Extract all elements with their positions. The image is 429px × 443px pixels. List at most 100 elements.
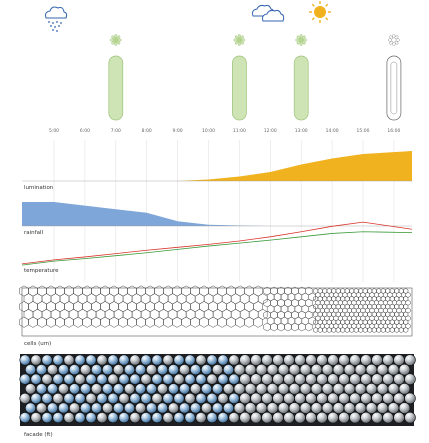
facade-sphere	[184, 354, 196, 366]
facade-sphere	[173, 412, 185, 424]
facade-sphere	[85, 392, 97, 404]
hex-cell	[305, 322, 313, 332]
facade-sphere	[404, 392, 416, 405]
facade-sphere	[206, 392, 218, 404]
facade-sphere	[272, 392, 284, 405]
pods-row	[108, 34, 402, 121]
facade-sphere	[305, 411, 317, 424]
facade-sphere	[299, 383, 312, 395]
facade-sphere	[228, 412, 240, 424]
facade-sphere	[30, 354, 42, 366]
facade-sphere	[52, 354, 64, 366]
facade-sphere	[162, 412, 174, 424]
facade-sphere	[24, 364, 36, 376]
facade-sphere	[124, 402, 136, 414]
facade-sphere	[201, 402, 213, 414]
facade-sphere	[157, 364, 169, 376]
facade-sphere	[80, 364, 92, 376]
facade-sphere	[190, 402, 202, 414]
pod-capsule	[108, 55, 124, 121]
temperature-line-red	[21, 221, 413, 265]
facade-sphere	[393, 354, 405, 366]
facade-sphere	[250, 373, 262, 385]
hex-cell	[403, 327, 409, 333]
pod-capsule	[293, 55, 309, 121]
facade-sphere	[19, 392, 31, 404]
facade-sphere	[201, 364, 213, 376]
facade-sphere	[135, 402, 147, 414]
facade-sphere	[124, 364, 136, 376]
facade-sphere	[277, 383, 290, 395]
facade-sphere	[30, 373, 42, 385]
facade-sphere	[19, 412, 31, 424]
facade-sphere	[57, 383, 69, 395]
facade-sphere	[46, 402, 58, 414]
pod	[232, 34, 247, 121]
facade-sphere	[102, 383, 114, 395]
facade-sphere	[195, 373, 207, 385]
facade-sphere	[74, 392, 86, 404]
facade-sphere	[283, 373, 295, 385]
facade-sphere	[316, 373, 328, 385]
facade-sphere	[294, 354, 306, 366]
facade-sphere	[305, 392, 317, 405]
cells-hex-band	[19, 285, 413, 337]
temperature-label: temperature	[24, 268, 59, 274]
rain-cloud-icon	[45, 6, 68, 32]
flower-icon	[233, 34, 246, 46]
facade-sphere	[135, 383, 147, 395]
facade-sphere	[52, 373, 64, 385]
facade-sphere	[162, 373, 174, 385]
facade-sphere	[228, 373, 240, 385]
facade-sphere	[371, 411, 383, 424]
facade-sphere	[316, 392, 328, 405]
facade-sphere	[255, 383, 268, 395]
facade-sphere	[332, 383, 345, 395]
facade-sphere	[404, 411, 416, 424]
facade-sphere	[102, 364, 114, 376]
facade-sphere	[212, 383, 224, 395]
facade-sphere	[376, 383, 389, 395]
facade-sphere	[118, 412, 130, 424]
time-tick-label: 8:00	[142, 128, 152, 134]
facade-sphere	[41, 354, 53, 366]
facade-sphere	[52, 412, 64, 424]
cells-label: cells (um)	[24, 341, 51, 347]
facade-sphere	[387, 402, 400, 414]
facade-sphere	[41, 373, 53, 385]
facade-sphere	[157, 402, 169, 414]
facade-sphere	[266, 402, 279, 414]
facade-sphere	[321, 363, 334, 376]
facade-sphere	[129, 412, 141, 424]
facade-sphere	[288, 383, 301, 395]
flower-icon	[295, 34, 308, 46]
facade-sphere	[223, 364, 235, 376]
facade-sphere	[96, 392, 108, 404]
facade-sphere	[338, 411, 350, 424]
facade-sphere	[91, 364, 103, 376]
time-tick-label: 12:00	[264, 128, 277, 134]
facade-sphere	[162, 392, 174, 404]
facade-sphere	[151, 412, 163, 424]
facade-sphere	[376, 402, 389, 414]
time-tick-label: 15:00	[357, 128, 370, 134]
facade-sphere	[146, 402, 158, 414]
lumination-label: lumination	[24, 185, 54, 191]
facade-sphere	[332, 363, 345, 376]
facade-sphere	[85, 373, 97, 385]
facade-sphere	[74, 412, 86, 424]
facade-sphere	[157, 383, 169, 395]
facade-sphere	[168, 402, 180, 414]
facade-sphere	[228, 354, 240, 366]
sun-icon	[309, 1, 331, 23]
facade-sphere	[124, 383, 136, 395]
cells-frame	[21, 287, 413, 337]
facade-sphere	[107, 373, 119, 385]
facade-sphere	[299, 363, 312, 376]
facade-sphere	[349, 354, 361, 366]
facade-ball-band	[19, 354, 416, 426]
facade-sphere	[24, 383, 36, 395]
facade-sphere	[233, 383, 246, 395]
facade-sphere	[162, 354, 174, 366]
facade-sphere	[376, 363, 389, 376]
